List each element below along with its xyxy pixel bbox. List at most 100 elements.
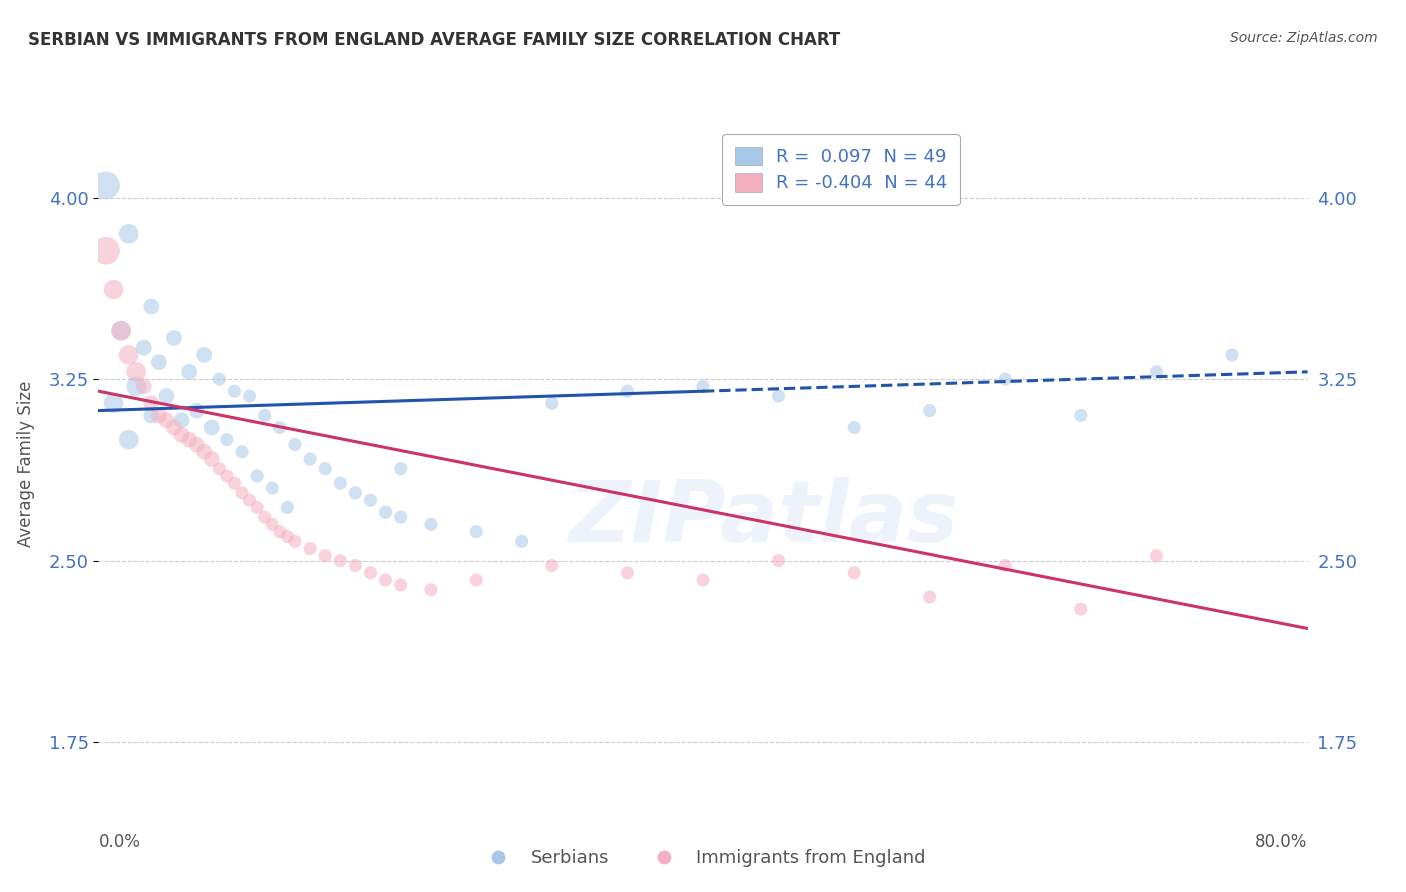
Text: SERBIAN VS IMMIGRANTS FROM ENGLAND AVERAGE FAMILY SIZE CORRELATION CHART: SERBIAN VS IMMIGRANTS FROM ENGLAND AVERA… <box>28 31 841 49</box>
Point <box>276 500 298 515</box>
Point <box>155 413 177 427</box>
Point <box>224 476 246 491</box>
Point <box>844 420 866 434</box>
Point <box>141 409 163 423</box>
Point <box>692 573 714 587</box>
Point <box>768 389 790 403</box>
Y-axis label: Average Family Size: Average Family Size <box>17 381 35 547</box>
Point <box>616 566 638 580</box>
Point <box>1146 549 1168 563</box>
Point <box>314 549 336 563</box>
Point <box>262 481 284 495</box>
Point <box>465 573 488 587</box>
Point <box>918 403 941 417</box>
Point <box>94 244 117 258</box>
Legend: Serbians, Immigrants from England: Serbians, Immigrants from England <box>474 842 932 874</box>
Point <box>125 365 148 379</box>
Point <box>118 433 141 447</box>
Point <box>125 379 148 393</box>
Point <box>208 372 231 386</box>
Point <box>163 420 186 434</box>
Point <box>768 554 790 568</box>
Point <box>994 372 1017 386</box>
Point <box>118 348 141 362</box>
Text: 0.0%: 0.0% <box>98 833 141 851</box>
Point <box>299 452 322 467</box>
Point <box>148 355 170 369</box>
Point <box>692 379 714 393</box>
Point <box>541 396 564 410</box>
Point <box>360 493 382 508</box>
Point <box>1070 602 1092 616</box>
Legend: R =  0.097  N = 49, R = -0.404  N = 44: R = 0.097 N = 49, R = -0.404 N = 44 <box>721 134 960 205</box>
Point <box>844 566 866 580</box>
Point <box>141 300 163 314</box>
Point <box>1220 348 1243 362</box>
Point <box>253 409 276 423</box>
Point <box>208 461 231 475</box>
Point <box>374 505 396 519</box>
Point <box>314 461 336 475</box>
Point <box>420 517 443 532</box>
Point <box>163 331 186 345</box>
Point <box>284 437 307 451</box>
Point <box>215 469 238 483</box>
Point <box>269 524 291 539</box>
Point <box>389 461 412 475</box>
Point <box>148 409 170 423</box>
Point <box>344 558 367 573</box>
Point <box>179 365 201 379</box>
Point <box>170 427 193 442</box>
Point <box>389 578 412 592</box>
Point <box>276 529 298 543</box>
Point <box>231 486 253 500</box>
Point <box>918 590 941 604</box>
Point <box>541 558 564 573</box>
Point <box>193 444 215 458</box>
Point <box>201 452 224 467</box>
Point <box>110 324 132 338</box>
Point <box>389 510 412 524</box>
Point <box>132 379 155 393</box>
Point <box>329 554 352 568</box>
Point <box>239 493 262 508</box>
Point <box>170 413 193 427</box>
Point <box>110 324 132 338</box>
Point <box>1070 409 1092 423</box>
Point <box>329 476 352 491</box>
Point <box>253 510 276 524</box>
Point <box>155 389 177 403</box>
Text: 80.0%: 80.0% <box>1256 833 1308 851</box>
Point <box>141 396 163 410</box>
Point <box>103 283 125 297</box>
Point <box>186 437 208 451</box>
Point <box>299 541 322 556</box>
Point <box>186 403 208 417</box>
Point <box>246 500 269 515</box>
Point <box>465 524 488 539</box>
Point <box>118 227 141 241</box>
Point <box>239 389 262 403</box>
Point <box>994 558 1017 573</box>
Point <box>360 566 382 580</box>
Text: Source: ZipAtlas.com: Source: ZipAtlas.com <box>1230 31 1378 45</box>
Point <box>231 444 253 458</box>
Point <box>246 469 269 483</box>
Point <box>215 433 238 447</box>
Point <box>224 384 246 399</box>
Point <box>510 534 533 549</box>
Point <box>201 420 224 434</box>
Point <box>132 341 155 355</box>
Point <box>344 486 367 500</box>
Point <box>103 396 125 410</box>
Point <box>616 384 638 399</box>
Point <box>193 348 215 362</box>
Point <box>179 433 201 447</box>
Point <box>374 573 396 587</box>
Point <box>1146 365 1168 379</box>
Point <box>284 534 307 549</box>
Point <box>262 517 284 532</box>
Text: ZIPatlas: ZIPatlas <box>568 476 959 559</box>
Point <box>269 420 291 434</box>
Point <box>420 582 443 597</box>
